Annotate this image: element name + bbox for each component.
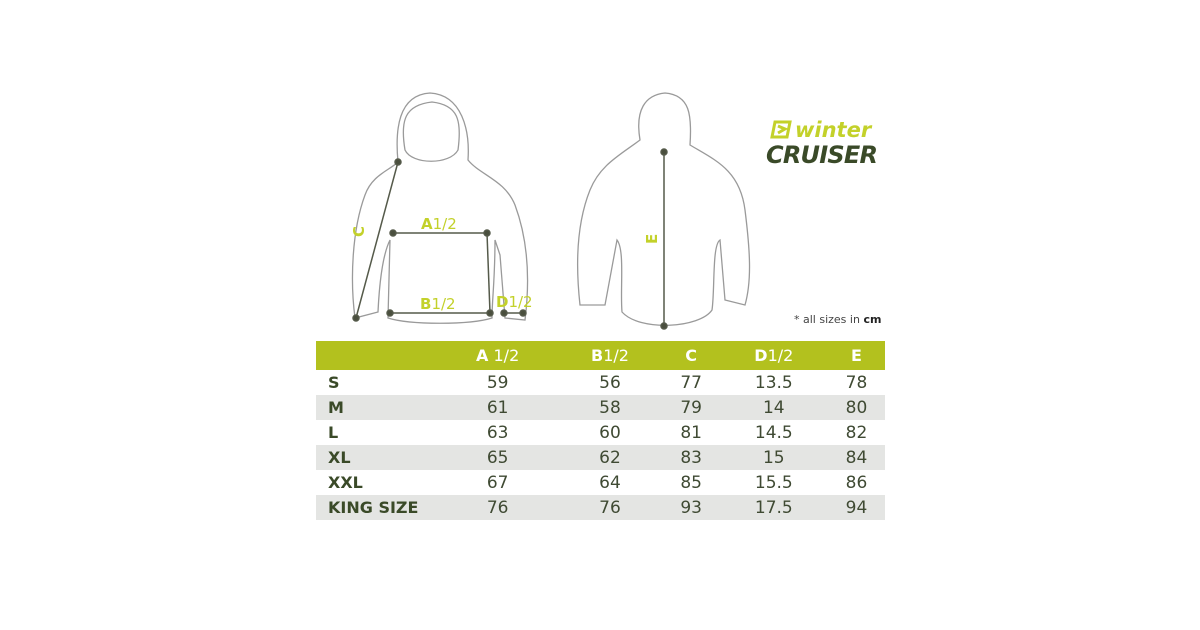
measurement-cell: 65 (438, 445, 558, 470)
header-b: B1/2 (557, 341, 663, 370)
header-c: C (662, 341, 720, 370)
measurement-cell: 85 (680, 472, 702, 493)
size-label: L (328, 423, 339, 442)
measurement-cell: 82 (845, 422, 868, 443)
measurement-cell: 81 (680, 422, 702, 443)
size-table: A 1/2 B1/2 C D1/2 E S 59 56 77 13.5 78 M 61 58 79… (316, 341, 885, 520)
back-hoodie-outline (577, 92, 751, 326)
measurement-cell: 83 (662, 445, 720, 470)
front-hoodie-outline (351, 92, 529, 324)
measurement-cell: 63 (486, 422, 509, 443)
measurement-cell: 15 (719, 445, 828, 470)
measurement-cell: 14.5 (754, 422, 793, 443)
winter-cruiser-logo: winter CRUISER (766, 118, 878, 169)
measurement-cell: 77 (680, 372, 702, 393)
svg-text:winter: winter (795, 118, 873, 142)
measurement-cell: 58 (557, 395, 663, 420)
size-label: M (316, 395, 438, 420)
measurement-cell: 62 (557, 445, 663, 470)
table-row: XXL 67 64 85 15.5 86 (316, 470, 885, 495)
table-row: M 61 58 79 14 80 (316, 395, 885, 420)
units-note: * all sizes in cm (794, 313, 882, 326)
measurement-cell: 60 (599, 422, 621, 443)
label-a: A1/2 (421, 215, 457, 233)
header-e: E (827, 341, 885, 370)
measurement-cell: 17.5 (719, 495, 828, 520)
measurement-cell: 84 (827, 445, 885, 470)
measurement-cell: 56 (599, 372, 621, 393)
size-label: S (328, 373, 340, 392)
label-c: C (350, 226, 368, 237)
measurement-cell: 93 (662, 495, 720, 520)
measurement-cell: 94 (827, 495, 885, 520)
label-d: D1/2 (496, 293, 533, 311)
measurement-cell: 78 (845, 372, 868, 393)
header-size (316, 341, 438, 370)
table-row: L 63 60 81 14.5 82 (316, 420, 885, 445)
header-a: A 1/2 (438, 341, 558, 370)
size-label: KING SIZE (316, 495, 438, 520)
measurement-cell: 64 (599, 472, 621, 493)
measurement-cell: 15.5 (754, 472, 793, 493)
svg-text:CRUISER: CRUISER (766, 141, 878, 169)
measurement-cell: 76 (438, 495, 558, 520)
hoodie-diagram: A1/2 B1/2 D1/2 C E winter CRUISER (350, 92, 878, 330)
measurement-cell: 13.5 (754, 372, 793, 393)
table-row: KING SIZE 76 76 93 17.5 94 (316, 495, 885, 520)
measure-line-c (355, 161, 399, 319)
brand-mark-icon (770, 120, 792, 139)
measurement-cell: 14 (719, 395, 828, 420)
size-label: XL (316, 445, 438, 470)
label-b: B1/2 (420, 295, 456, 313)
measurement-cell: 80 (827, 395, 885, 420)
size-label: XXL (328, 473, 363, 492)
front-hood-opening (402, 101, 460, 162)
measurement-cell: 61 (438, 395, 558, 420)
measurement-cell: 67 (486, 472, 509, 493)
measurement-cell: 76 (557, 495, 663, 520)
label-e: E (643, 234, 661, 244)
measure-line-a-side (486, 232, 491, 314)
table-row: XL 65 62 83 15 84 (316, 445, 885, 470)
table-row: S 59 56 77 13.5 78 (316, 370, 885, 395)
measurement-cell: 59 (486, 372, 509, 393)
measurement-cell: 79 (662, 395, 720, 420)
header-d: D1/2 (719, 341, 828, 370)
table-header-row: A 1/2 B1/2 C D1/2 E (316, 341, 885, 370)
measurement-cell: 86 (845, 472, 868, 493)
